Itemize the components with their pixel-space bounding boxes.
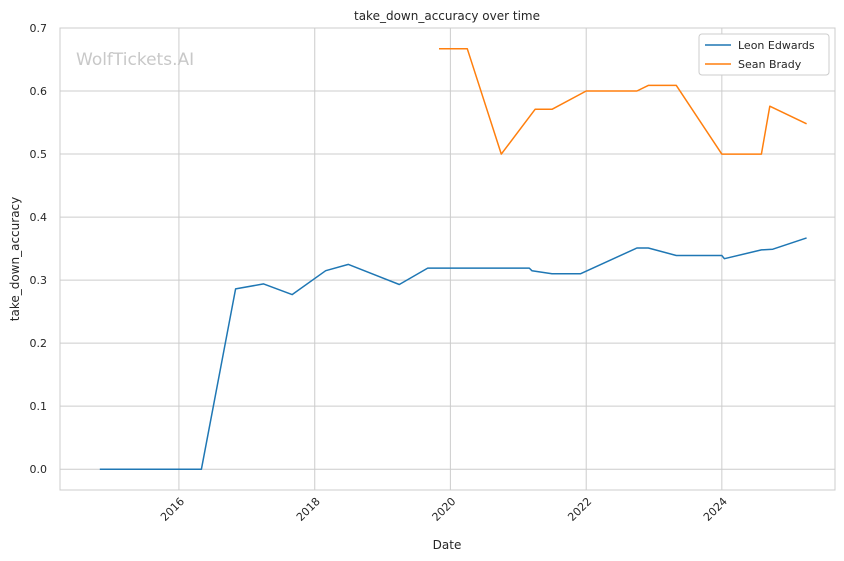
- y-tick-label: 0.5: [30, 148, 48, 161]
- plot-frame: [59, 27, 836, 491]
- chart-title: take_down_accuracy over time: [354, 9, 540, 23]
- watermark: WolfTickets.AI: [76, 50, 194, 70]
- y-axis-label: take_down_accuracy: [8, 197, 22, 321]
- x-tick-label: 2024: [701, 495, 730, 524]
- legend-box: [698, 33, 830, 76]
- y-tick-label: 0.0: [30, 463, 48, 476]
- x-tick-label: 2022: [565, 495, 594, 524]
- x-tick-label: 2016: [158, 495, 187, 524]
- series-line-leon-edwards: [99, 237, 807, 470]
- y-tick-label: 0.6: [30, 85, 48, 98]
- y-tick-label: 0.1: [30, 400, 48, 413]
- legend-label-leon-edwards: Leon Edwards: [738, 39, 815, 52]
- y-tick-label: 0.2: [30, 337, 48, 350]
- grid: [60, 27, 835, 490]
- y-tick-label: 0.4: [30, 211, 48, 224]
- x-tick-label: 2020: [430, 495, 459, 524]
- legend: Leon Edwards Sean Brady: [698, 33, 830, 76]
- y-tick-label: 0.7: [30, 22, 48, 35]
- series-line-sean-brady: [439, 48, 807, 155]
- x-tick-label: 2018: [294, 495, 323, 524]
- series-group: [99, 48, 807, 470]
- y-tick-label: 0.3: [30, 274, 48, 287]
- plot-background: [60, 28, 835, 490]
- legend-label-sean-brady: Sean Brady: [738, 58, 802, 71]
- x-axis-label: Date: [433, 538, 462, 552]
